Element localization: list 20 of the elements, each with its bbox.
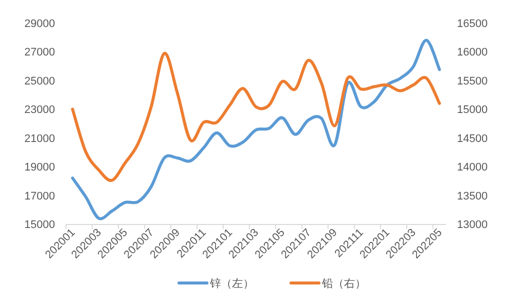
y-tick-label: 29000 [24,18,55,30]
y-tick-label: 21000 [24,132,55,145]
y-tick-label: 23000 [24,104,55,116]
y2-tick-label: 14500 [457,132,488,145]
y2-tick-label: 14000 [457,162,488,174]
line-series [71,52,441,182]
y2-tick-label: 16500 [457,18,488,30]
y-tick-label: 25000 [24,75,55,88]
y2-tick-label: 15500 [457,75,488,88]
y-tick-label: 19000 [24,162,55,174]
y2-tick-label: 13500 [457,190,488,202]
y2-tick-label: 13000 [457,219,488,231]
y2-tick-label: 16000 [457,46,488,59]
y2-tick-label: 15000 [457,104,488,116]
line-series [71,38,441,220]
y-tick-label: 17000 [24,190,55,202]
y-tick-label: 27000 [24,46,55,59]
legend-label: 锌（左） [209,277,254,290]
legend-label: 铅（右） [321,278,366,290]
y-tick-label: 15000 [24,219,55,231]
